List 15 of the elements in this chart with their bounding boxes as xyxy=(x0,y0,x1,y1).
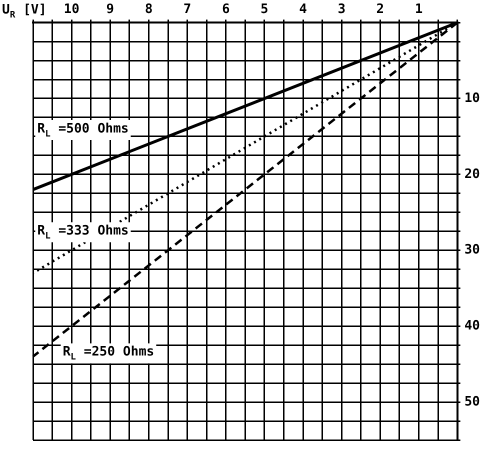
x-tick-label: 9 xyxy=(106,2,114,18)
y-tick-label: 30 xyxy=(464,242,480,258)
x-tick-label: 4 xyxy=(299,2,308,18)
x-tick-label: 1 xyxy=(414,2,423,18)
y-tick-label: 10 xyxy=(464,90,480,106)
y-tick-label: 20 xyxy=(464,166,480,182)
x-tick-label: 3 xyxy=(338,2,346,18)
x-tick-label: 7 xyxy=(183,2,192,18)
y-tick-label: 40 xyxy=(464,318,480,334)
x-tick-label: 8 xyxy=(144,2,153,18)
y-tick-label: 50 xyxy=(464,394,480,410)
x-tick-label: 2 xyxy=(376,2,384,18)
x-tick-label: 10 xyxy=(64,2,80,18)
x-tick-label: 5 xyxy=(260,2,268,18)
x-tick-label: 6 xyxy=(222,2,230,18)
